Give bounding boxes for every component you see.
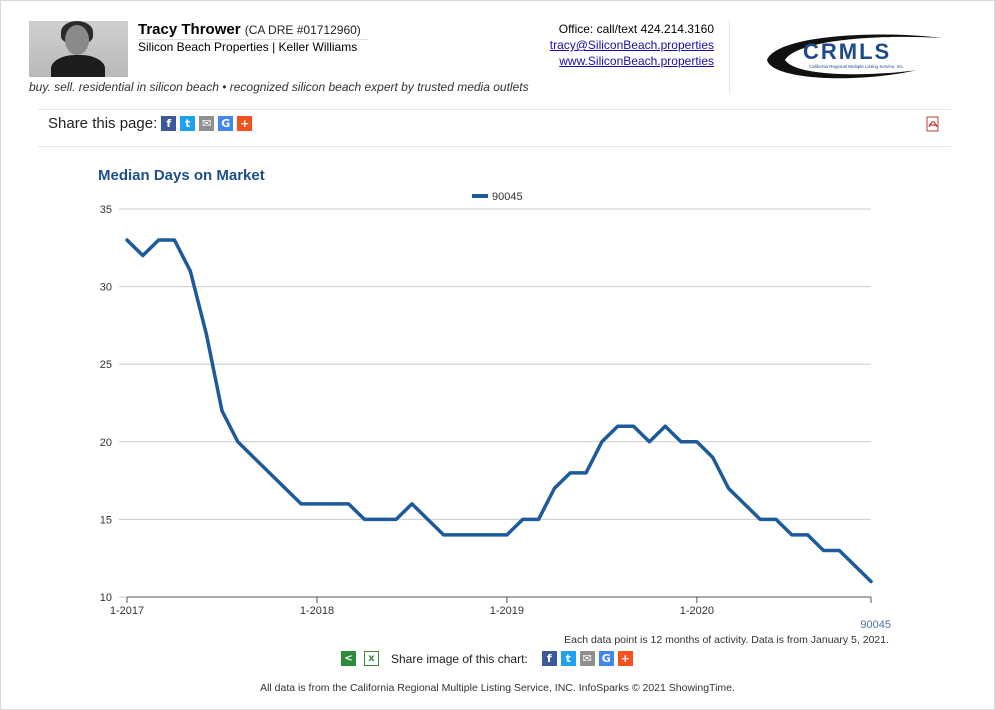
email-icon[interactable]: ✉ <box>199 116 215 131</box>
divider <box>38 109 951 110</box>
agent-name: Tracy Thrower (CA DRE #01712960) <box>138 21 361 38</box>
divider <box>38 146 951 147</box>
divider <box>729 21 730 93</box>
share-page-bar: Share this page: f t ✉ G + <box>48 115 253 132</box>
y-tick-label: 25 <box>100 359 112 371</box>
series-label: 90045 <box>860 619 891 631</box>
share-icon[interactable]: < <box>341 651 356 666</box>
logo-text: CRMLS <box>803 39 891 64</box>
website-link[interactable]: www.SiliconBeach.properties <box>559 54 714 68</box>
agent-tagline: buy. sell. residential in silicon beach … <box>29 80 529 94</box>
x-tick-label: 1-2019 <box>490 605 524 617</box>
y-tick-label: 15 <box>100 514 112 526</box>
google-icon[interactable]: G <box>218 116 234 131</box>
data-note: Each data point is 12 months of activity… <box>564 634 889 646</box>
twitter-icon[interactable]: t <box>560 651 576 666</box>
legend-label: 90045 <box>492 191 523 203</box>
plus-icon[interactable]: + <box>617 651 633 666</box>
series-line-90045 <box>125 238 873 584</box>
crmls-logo: CRMLS California Regional Multiple Listi… <box>767 34 942 79</box>
agent-license: (CA DRE #01712960) <box>244 23 361 37</box>
chart-title: Median Days on Market <box>98 167 265 184</box>
share-image-label: Share image of this chart: <box>391 651 528 666</box>
share-chart-bar: < x Share image of this chart: f t ✉ G + <box>341 651 633 666</box>
excel-icon[interactable]: x <box>364 651 379 666</box>
y-tick-label: 35 <box>100 204 112 216</box>
contact-block: Office: call/text 424.214.3160 tracy@Sil… <box>550 21 714 69</box>
y-tick-label: 10 <box>100 592 112 604</box>
twitter-icon[interactable]: t <box>180 116 196 131</box>
share-page-label: Share this page: <box>48 115 158 132</box>
facebook-icon[interactable]: f <box>541 651 557 666</box>
email-link[interactable]: tracy@SiliconBeach.properties <box>549 38 714 52</box>
google-icon[interactable]: G <box>598 651 614 666</box>
footer-credit: All data is from the California Regional… <box>260 682 735 694</box>
x-tick-label: 1-2018 <box>300 605 334 617</box>
agent-brokerage: Silicon Beach Properties | Keller Willia… <box>138 40 358 54</box>
divider <box>138 39 368 40</box>
agent-photo <box>29 21 128 77</box>
logo-subtext: California Regional Multiple Listing Ser… <box>809 64 904 69</box>
x-tick-label: 1-2017 <box>110 605 144 617</box>
office-phone: Office: call/text 424.214.3160 <box>558 22 714 36</box>
email-icon[interactable]: ✉ <box>579 651 595 666</box>
y-tick-label: 20 <box>100 437 112 449</box>
y-tick-label: 30 <box>100 282 112 294</box>
facebook-icon[interactable]: f <box>161 116 177 131</box>
pdf-icon[interactable] <box>925 116 941 132</box>
plus-icon[interactable]: + <box>237 116 253 131</box>
x-tick-label: 1-2020 <box>680 605 714 617</box>
